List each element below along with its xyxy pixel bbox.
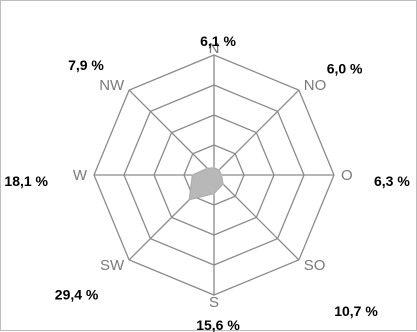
data-point-w — [191, 174, 194, 176]
data-point-so — [222, 183, 224, 185]
direction-label-no: NO — [304, 77, 327, 94]
data-point-s — [213, 192, 215, 195]
grid-spoke-so — [213, 174, 300, 261]
data-area — [188, 167, 224, 201]
direction-labels: N NO O SO S SW W NW — [73, 40, 353, 311]
data-point-n — [213, 166, 215, 169]
data-layer — [188, 166, 224, 201]
value-label-nw: 7,9 % — [68, 57, 104, 73]
data-point-o — [220, 174, 223, 176]
value-label-sw: 29,4 % — [55, 287, 99, 303]
value-labels: 6,1 % 6,0 % 6,3 % 10,7 % 15,6 % 29,4 % 18,1 % 7… — [4, 33, 410, 332]
direction-label-n: N — [209, 40, 220, 57]
value-label-n: 6,1 % — [200, 33, 236, 49]
direction-label-o: O — [341, 167, 353, 184]
direction-label-nw: NW — [99, 77, 125, 94]
value-label-w: 18,1 % — [4, 173, 48, 189]
direction-label-s: S — [209, 294, 219, 311]
direction-label-so: SO — [304, 257, 326, 274]
grid-spoke-no — [213, 89, 300, 176]
grid-spoke-nw — [128, 89, 215, 176]
direction-label-w: W — [73, 167, 88, 184]
data-point-nw — [206, 167, 209, 170]
value-label-o: 6,3 % — [374, 173, 410, 189]
value-label-s: 15,6 % — [196, 317, 240, 332]
value-label-so: 10,7 % — [334, 303, 378, 319]
data-point-sw — [188, 199, 190, 201]
direction-label-sw: SW — [100, 257, 125, 274]
data-point-no — [218, 169, 220, 171]
value-label-no: 6,0 % — [327, 60, 363, 76]
